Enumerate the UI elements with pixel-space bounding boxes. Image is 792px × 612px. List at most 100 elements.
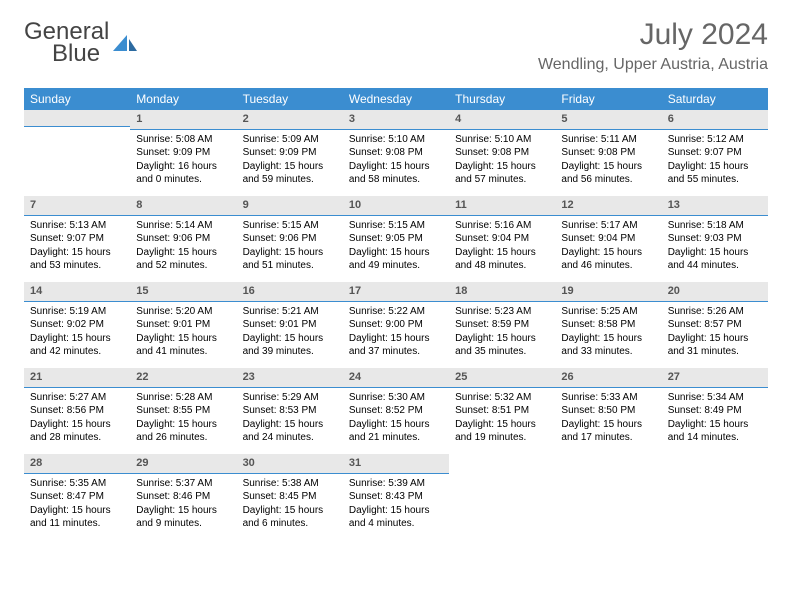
- day-body: Sunrise: 5:28 AMSunset: 8:55 PMDaylight:…: [130, 388, 236, 451]
- day-body: Sunrise: 5:37 AMSunset: 8:46 PMDaylight:…: [130, 474, 236, 537]
- title-block: July 2024 Wendling, Upper Austria, Austr…: [538, 18, 768, 74]
- day-body: Sunrise: 5:25 AMSunset: 8:58 PMDaylight:…: [555, 302, 661, 365]
- daylight-text: Daylight: 16 hours and 0 minutes.: [136, 160, 230, 187]
- sunset-text: Sunset: 9:04 PM: [455, 232, 549, 246]
- daylight-text: Daylight: 15 hours and 17 minutes.: [561, 418, 655, 445]
- calendar-day-cell: [24, 110, 130, 196]
- sunset-text: Sunset: 9:07 PM: [30, 232, 124, 246]
- sunset-text: Sunset: 9:02 PM: [30, 318, 124, 332]
- daylight-text: Daylight: 15 hours and 11 minutes.: [30, 504, 124, 531]
- day-number: 6: [662, 110, 768, 130]
- sunrise-text: Sunrise: 5:14 AM: [136, 219, 230, 233]
- day-body: Sunrise: 5:18 AMSunset: 9:03 PMDaylight:…: [662, 216, 768, 279]
- sunset-text: Sunset: 9:06 PM: [243, 232, 337, 246]
- calendar-day-cell: 5Sunrise: 5:11 AMSunset: 9:08 PMDaylight…: [555, 110, 661, 196]
- daylight-text: Daylight: 15 hours and 46 minutes.: [561, 246, 655, 273]
- day-body: Sunrise: 5:09 AMSunset: 9:09 PMDaylight:…: [237, 130, 343, 193]
- sunrise-text: Sunrise: 5:18 AM: [668, 219, 762, 233]
- sunset-text: Sunset: 9:09 PM: [136, 146, 230, 160]
- sunrise-text: Sunrise: 5:15 AM: [243, 219, 337, 233]
- daylight-text: Daylight: 15 hours and 28 minutes.: [30, 418, 124, 445]
- sunset-text: Sunset: 9:04 PM: [561, 232, 655, 246]
- calendar-day-cell: [449, 454, 555, 540]
- calendar-day-cell: 20Sunrise: 5:26 AMSunset: 8:57 PMDayligh…: [662, 282, 768, 368]
- day-body: Sunrise: 5:17 AMSunset: 9:04 PMDaylight:…: [555, 216, 661, 279]
- calendar-day-cell: 6Sunrise: 5:12 AMSunset: 9:07 PMDaylight…: [662, 110, 768, 196]
- daylight-text: Daylight: 15 hours and 48 minutes.: [455, 246, 549, 273]
- day-body: Sunrise: 5:13 AMSunset: 9:07 PMDaylight:…: [24, 216, 130, 279]
- calendar-day-cell: 29Sunrise: 5:37 AMSunset: 8:46 PMDayligh…: [130, 454, 236, 540]
- day-number: 13: [662, 196, 768, 216]
- sunset-text: Sunset: 8:59 PM: [455, 318, 549, 332]
- calendar-day-cell: 11Sunrise: 5:16 AMSunset: 9:04 PMDayligh…: [449, 196, 555, 282]
- daylight-text: Daylight: 15 hours and 4 minutes.: [349, 504, 443, 531]
- daylight-text: Daylight: 15 hours and 39 minutes.: [243, 332, 337, 359]
- weekday-header: Wednesday: [343, 88, 449, 110]
- sunset-text: Sunset: 8:55 PM: [136, 404, 230, 418]
- weekday-header: Tuesday: [237, 88, 343, 110]
- day-number: 12: [555, 196, 661, 216]
- sunset-text: Sunset: 8:47 PM: [30, 490, 124, 504]
- calendar-week-row: 7Sunrise: 5:13 AMSunset: 9:07 PMDaylight…: [24, 196, 768, 282]
- sunset-text: Sunset: 8:49 PM: [668, 404, 762, 418]
- sunset-text: Sunset: 8:53 PM: [243, 404, 337, 418]
- daylight-text: Daylight: 15 hours and 31 minutes.: [668, 332, 762, 359]
- day-body: Sunrise: 5:15 AMSunset: 9:06 PMDaylight:…: [237, 216, 343, 279]
- day-number: 2: [237, 110, 343, 130]
- calendar-day-cell: 17Sunrise: 5:22 AMSunset: 9:00 PMDayligh…: [343, 282, 449, 368]
- sunset-text: Sunset: 8:52 PM: [349, 404, 443, 418]
- day-body: Sunrise: 5:34 AMSunset: 8:49 PMDaylight:…: [662, 388, 768, 451]
- sunrise-text: Sunrise: 5:38 AM: [243, 477, 337, 491]
- sunrise-text: Sunrise: 5:21 AM: [243, 305, 337, 319]
- calendar-day-cell: 19Sunrise: 5:25 AMSunset: 8:58 PMDayligh…: [555, 282, 661, 368]
- daylight-text: Daylight: 15 hours and 49 minutes.: [349, 246, 443, 273]
- sunrise-text: Sunrise: 5:26 AM: [668, 305, 762, 319]
- sunset-text: Sunset: 8:56 PM: [30, 404, 124, 418]
- day-body: Sunrise: 5:26 AMSunset: 8:57 PMDaylight:…: [662, 302, 768, 365]
- sunrise-text: Sunrise: 5:17 AM: [561, 219, 655, 233]
- calendar-week-row: 1Sunrise: 5:08 AMSunset: 9:09 PMDaylight…: [24, 110, 768, 196]
- calendar-day-cell: 23Sunrise: 5:29 AMSunset: 8:53 PMDayligh…: [237, 368, 343, 454]
- sunset-text: Sunset: 9:01 PM: [136, 318, 230, 332]
- weekday-header: Sunday: [24, 88, 130, 110]
- daylight-text: Daylight: 15 hours and 42 minutes.: [30, 332, 124, 359]
- day-number: 18: [449, 282, 555, 302]
- day-body: Sunrise: 5:10 AMSunset: 9:08 PMDaylight:…: [449, 130, 555, 193]
- day-number: 5: [555, 110, 661, 130]
- day-body: Sunrise: 5:21 AMSunset: 9:01 PMDaylight:…: [237, 302, 343, 365]
- calendar-day-cell: 31Sunrise: 5:39 AMSunset: 8:43 PMDayligh…: [343, 454, 449, 540]
- daylight-text: Daylight: 15 hours and 55 minutes.: [668, 160, 762, 187]
- day-number: 14: [24, 282, 130, 302]
- sunset-text: Sunset: 8:46 PM: [136, 490, 230, 504]
- sunrise-text: Sunrise: 5:19 AM: [30, 305, 124, 319]
- sunset-text: Sunset: 8:58 PM: [561, 318, 655, 332]
- day-number: 11: [449, 196, 555, 216]
- day-number: 1: [130, 110, 236, 130]
- sunset-text: Sunset: 8:57 PM: [668, 318, 762, 332]
- calendar-week-row: 14Sunrise: 5:19 AMSunset: 9:02 PMDayligh…: [24, 282, 768, 368]
- sunrise-text: Sunrise: 5:35 AM: [30, 477, 124, 491]
- day-body: Sunrise: 5:10 AMSunset: 9:08 PMDaylight:…: [343, 130, 449, 193]
- day-body: Sunrise: 5:32 AMSunset: 8:51 PMDaylight:…: [449, 388, 555, 451]
- calendar-day-cell: 2Sunrise: 5:09 AMSunset: 9:09 PMDaylight…: [237, 110, 343, 196]
- day-number: 4: [449, 110, 555, 130]
- day-body: Sunrise: 5:23 AMSunset: 8:59 PMDaylight:…: [449, 302, 555, 365]
- daylight-text: Daylight: 15 hours and 6 minutes.: [243, 504, 337, 531]
- day-number: 20: [662, 282, 768, 302]
- daylight-text: Daylight: 15 hours and 35 minutes.: [455, 332, 549, 359]
- daylight-text: Daylight: 15 hours and 58 minutes.: [349, 160, 443, 187]
- sunrise-text: Sunrise: 5:25 AM: [561, 305, 655, 319]
- sunrise-text: Sunrise: 5:33 AM: [561, 391, 655, 405]
- calendar-day-cell: 8Sunrise: 5:14 AMSunset: 9:06 PMDaylight…: [130, 196, 236, 282]
- header: General Blue July 2024 Wendling, Upper A…: [24, 18, 768, 74]
- day-number: 7: [24, 196, 130, 216]
- daylight-text: Daylight: 15 hours and 52 minutes.: [136, 246, 230, 273]
- sunrise-text: Sunrise: 5:32 AM: [455, 391, 549, 405]
- calendar-day-cell: 25Sunrise: 5:32 AMSunset: 8:51 PMDayligh…: [449, 368, 555, 454]
- calendar-day-cell: 3Sunrise: 5:10 AMSunset: 9:08 PMDaylight…: [343, 110, 449, 196]
- calendar-day-cell: 7Sunrise: 5:13 AMSunset: 9:07 PMDaylight…: [24, 196, 130, 282]
- location: Wendling, Upper Austria, Austria: [538, 56, 768, 74]
- day-body: Sunrise: 5:22 AMSunset: 9:00 PMDaylight:…: [343, 302, 449, 365]
- calendar-day-cell: 30Sunrise: 5:38 AMSunset: 8:45 PMDayligh…: [237, 454, 343, 540]
- daylight-text: Daylight: 15 hours and 51 minutes.: [243, 246, 337, 273]
